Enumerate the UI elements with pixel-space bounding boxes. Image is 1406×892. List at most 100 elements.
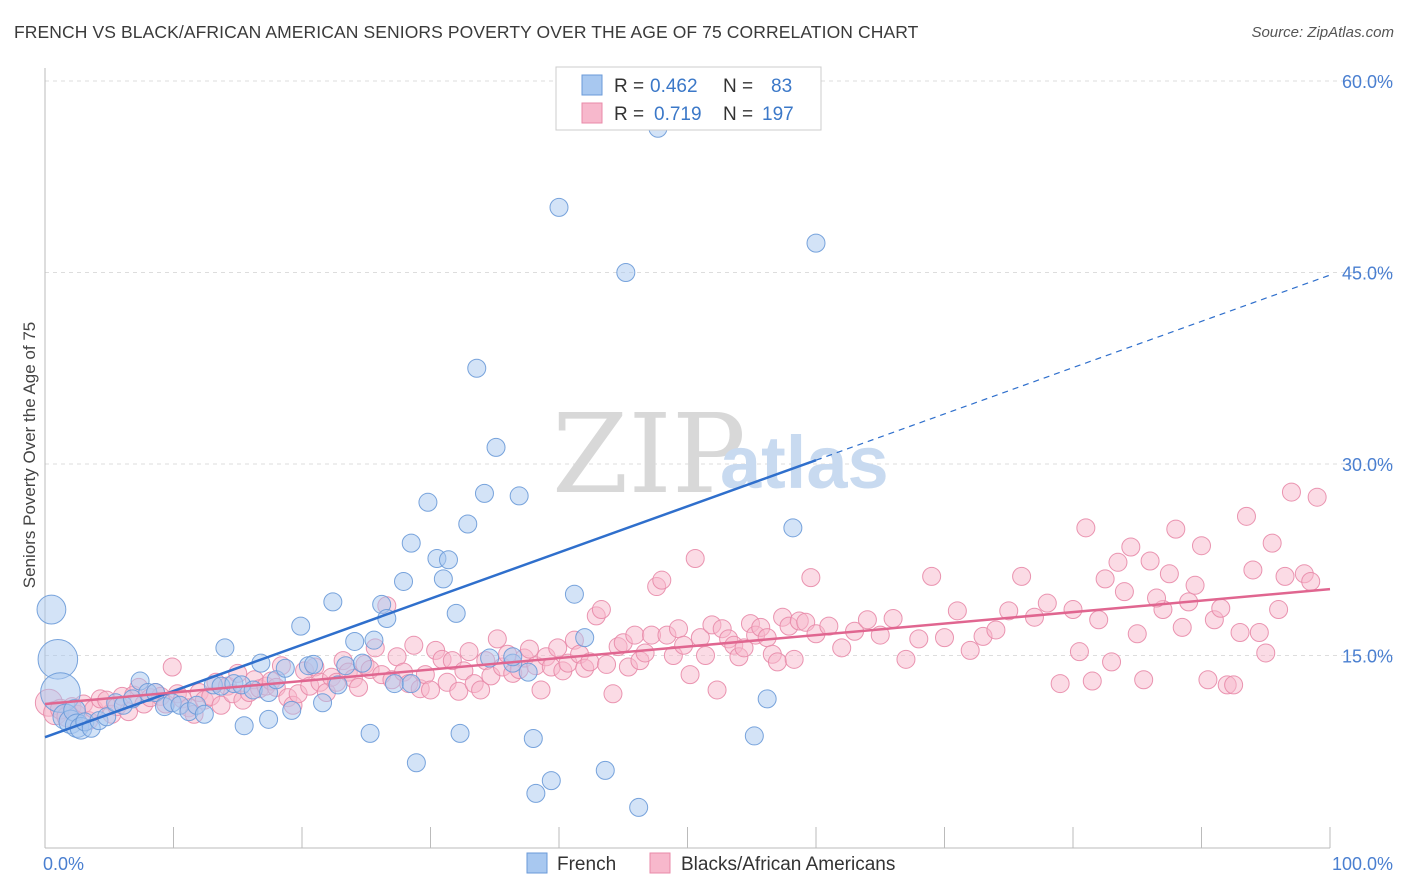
blacks-point-189	[1159, 564, 1179, 584]
french-point-57	[433, 569, 453, 589]
legend-n-label-blacks: N =	[723, 104, 753, 125]
blacks-point-76	[459, 642, 479, 662]
blacks-point-154	[999, 601, 1019, 621]
blacks-point-126	[734, 638, 754, 658]
x-tick-label-0: 0.0%	[43, 854, 84, 874]
blacks-point-74	[449, 681, 469, 701]
bottom-legend-french: French	[557, 854, 616, 875]
blacks-point-69	[421, 680, 440, 700]
blacks-point-160	[1076, 518, 1096, 538]
french-point-26	[215, 638, 235, 658]
french-trend-line	[44, 458, 817, 739]
blacks-point-190	[1147, 588, 1167, 608]
french-point-77	[595, 760, 615, 780]
french-point-37	[291, 616, 311, 636]
bottom-legend-swatch-french	[526, 852, 548, 874]
french-point-45	[352, 653, 372, 673]
blacks-point-151	[960, 640, 980, 660]
french-point-39	[304, 654, 324, 674]
legend-swatch-french	[581, 74, 603, 96]
french-point-41	[323, 592, 343, 612]
blacks-point-102	[603, 684, 623, 704]
blacks-point-159	[1063, 600, 1083, 620]
blacks-point-169	[1192, 536, 1211, 556]
french-point-67	[509, 486, 529, 506]
french-point-61	[458, 514, 478, 534]
blacks-point-180	[1275, 566, 1295, 586]
french-point-42	[328, 675, 348, 695]
watermark-atlas: atlas	[720, 421, 889, 504]
french-point-58	[438, 550, 458, 570]
blacks-point-158	[1050, 674, 1070, 694]
french-point-23	[194, 704, 214, 724]
french-point-50	[385, 674, 405, 694]
blacks-point-155	[1012, 566, 1032, 586]
blacks-point-114	[669, 619, 689, 639]
french-trend-extension	[815, 274, 1331, 461]
french-point-0	[36, 594, 67, 625]
blacks-point-87	[519, 639, 539, 659]
blacks-point-101	[597, 654, 617, 674]
legend-r-label-french: R =	[614, 76, 644, 97]
french-point-54	[406, 753, 426, 773]
blacks-point-145	[883, 608, 903, 628]
y-tick-label-3: 60.0%	[1342, 72, 1393, 92]
legend-n-value-french: 83	[771, 76, 792, 97]
blacks-point-147	[909, 629, 929, 649]
legend-n-value-blacks: 197	[762, 104, 794, 125]
blacks-point-132	[767, 652, 787, 672]
blacks-point-183	[1236, 506, 1256, 526]
blacks-point-157	[1037, 593, 1057, 613]
blacks-point-195	[1082, 671, 1102, 691]
french-point-36	[282, 700, 302, 720]
watermark: ZIP atlas	[552, 390, 889, 518]
y-tick-label-1: 30.0%	[1342, 455, 1393, 475]
french-point-47	[364, 630, 384, 650]
french-point-46	[360, 723, 380, 743]
source-credit: Source: ZipAtlas.com	[1251, 24, 1394, 41]
blacks-point-175	[1269, 600, 1289, 620]
trend-layer	[44, 274, 1331, 739]
blacks-point-117	[685, 548, 705, 568]
blacks-point-163	[1114, 582, 1134, 602]
french-point-59	[446, 603, 466, 623]
blacks-point-56	[349, 677, 369, 697]
blacks-point-196	[1069, 642, 1089, 662]
blacks-point-172	[1230, 623, 1250, 643]
blacks-trend-line	[44, 587, 1331, 706]
blacks-point-165	[1140, 551, 1160, 571]
french-point-33	[259, 709, 279, 729]
blacks-point-153	[986, 620, 1006, 640]
french-point-51	[394, 571, 414, 591]
bottom-legend-swatch-blacks	[649, 852, 671, 874]
french-point-64	[480, 648, 500, 668]
french-point-69	[518, 662, 538, 682]
french-point-29	[234, 716, 254, 736]
blacks-point-167	[1166, 519, 1186, 539]
blacks-point-181	[1262, 533, 1282, 553]
tick-layer: 15.0% 30.0% 45.0% 60.0% 0.0% 100.0%	[43, 72, 1393, 874]
blacks-point-150	[947, 601, 967, 621]
french-point-83	[783, 518, 803, 538]
blacks-point-192	[1121, 537, 1141, 557]
blacks-point-135	[784, 649, 804, 669]
french-point-75	[575, 628, 595, 648]
blacks-point-31	[211, 695, 231, 715]
blacks-point-106	[625, 625, 645, 645]
blacks-point-187	[1185, 575, 1205, 595]
french-point-62	[467, 358, 487, 378]
french-point-44	[345, 631, 365, 651]
french-point-53	[401, 674, 421, 694]
legend-r-value-french: 0.462	[650, 76, 698, 97]
blacks-point-66	[404, 635, 424, 655]
french-point-82	[744, 726, 764, 746]
legend-swatch-blacks	[581, 102, 603, 124]
blacks-point-185	[1211, 598, 1231, 618]
blacks-point-121	[707, 680, 727, 700]
legend-box: R = 0.462 N = 83 R = 0.719 N = 197	[555, 66, 822, 131]
x-tick-label-1: 100.0%	[1332, 854, 1393, 874]
y-axis-label: Seniors Poverty Over the Age of 75	[20, 322, 39, 588]
blacks-point-138	[801, 568, 821, 588]
french-point-78	[616, 263, 636, 282]
blacks-point-179	[1301, 571, 1321, 591]
